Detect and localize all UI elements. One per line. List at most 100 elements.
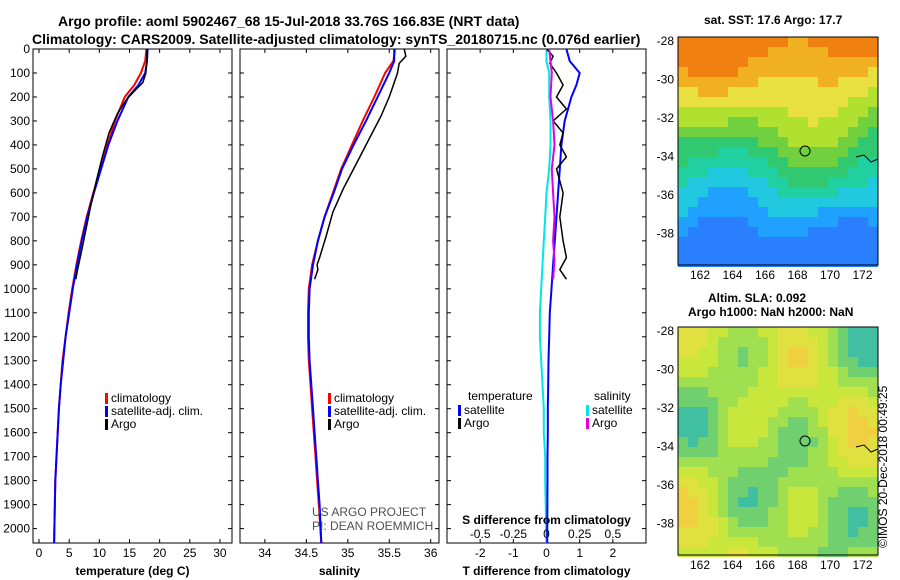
- sla-map-cell: [788, 517, 798, 527]
- sst-map-cell: [678, 97, 688, 107]
- sst-map-cell: [728, 197, 738, 207]
- sla-map-cell: [798, 377, 808, 387]
- sst-map-cell: [798, 157, 808, 167]
- sst-map-cell: [688, 177, 698, 187]
- sla-map-cell: [698, 457, 708, 467]
- sla-map-cell: [818, 517, 828, 527]
- sst-map-cell: [738, 187, 748, 197]
- sst-map-cell: [798, 187, 808, 197]
- sla-map-cell: [828, 347, 838, 357]
- sla-map-cell: [838, 507, 848, 517]
- legend-swatch-s-argo: [328, 419, 331, 430]
- sst-map-cell: [868, 177, 878, 187]
- sst-map-cell: [828, 247, 838, 257]
- sla-map-cell: [728, 457, 738, 467]
- sst-map-cell: [768, 257, 778, 267]
- sla-map-cell: [738, 497, 748, 507]
- sla-map-cell: [868, 507, 878, 517]
- legend-label-d-t-sat: satellite: [464, 403, 505, 417]
- sst-map-cell: [828, 257, 838, 267]
- sla-map-cell: [788, 487, 798, 497]
- sst-map-cell: [838, 187, 848, 197]
- sst-map-cell: [858, 117, 868, 127]
- sst-map-cell: [748, 77, 758, 87]
- sla-map-cell: [818, 427, 828, 437]
- sst-map-cell: [758, 87, 768, 97]
- sst-map-cell: [748, 117, 758, 127]
- sst-map-cell: [678, 67, 688, 77]
- sla-map-cell: [868, 387, 878, 397]
- sst-map-title: sat. SST: 17.6 Argo: 17.7: [704, 13, 843, 27]
- sst-map-cell: [678, 237, 688, 247]
- sla-map-cell: [698, 547, 708, 557]
- tdiff-argo-line: [545, 49, 568, 280]
- sst-map-cell: [678, 187, 688, 197]
- sst-map-cell: [798, 237, 808, 247]
- sst-map-cell: [678, 167, 688, 177]
- sst-map-cell: [768, 37, 778, 47]
- sla-map-cell: [818, 457, 828, 467]
- sst-map-cell: [778, 87, 788, 97]
- sst-map-cell: [858, 157, 868, 167]
- sst-map-cell: [698, 37, 708, 47]
- xtick-label-0-0: 0: [36, 546, 43, 560]
- sst-map-cell: [838, 97, 848, 107]
- sla-map-cell: [738, 447, 748, 457]
- sst-map-cell: [778, 117, 788, 127]
- sla-map-cell: [838, 487, 848, 497]
- sla-map-cell: [788, 367, 798, 377]
- sla-map-cell: [808, 407, 818, 417]
- sla-map-cell: [798, 517, 808, 527]
- sla-map-cell: [718, 387, 728, 397]
- sst-map-cell: [728, 117, 738, 127]
- sst-map-cell: [808, 177, 818, 187]
- sla-map-cell: [678, 467, 688, 477]
- sst-map-cell: [838, 197, 848, 207]
- sla-map-cell: [698, 477, 708, 487]
- legend-swatch-s-sat: [328, 406, 331, 417]
- sla-map-cell: [818, 527, 828, 537]
- sla-map-cell: [708, 507, 718, 517]
- sla-map-cell: [678, 497, 688, 507]
- sla-map-cell: [838, 357, 848, 367]
- sla-map-cell: [678, 407, 688, 417]
- sla-map-cell: [848, 367, 858, 377]
- sla-map-cell: [808, 447, 818, 457]
- sla-map-cell: [688, 447, 698, 457]
- sla-map-cell: [738, 327, 748, 337]
- sla-map-cell: [678, 487, 688, 497]
- sst-map-cell: [798, 67, 808, 77]
- sst-map-cell: [828, 227, 838, 237]
- sla-map-cell: [718, 407, 728, 417]
- sst-map-cell: [758, 37, 768, 47]
- sla-map-cell: [828, 497, 838, 507]
- sst-map-cell: [688, 167, 698, 177]
- sst-map-cell: [818, 247, 828, 257]
- sla-map-cell: [698, 487, 708, 497]
- sla-map-cell: [848, 407, 858, 417]
- ytick-label-4: 400: [10, 138, 30, 152]
- sst-map-cell: [818, 237, 828, 247]
- sla-map-cell: [838, 537, 848, 547]
- sla-map-cell: [858, 347, 868, 357]
- sst-map-cell: [848, 237, 858, 247]
- sla-map-cell: [678, 447, 688, 457]
- sla-map-cell: [858, 447, 868, 457]
- sst-map-cell: [828, 157, 838, 167]
- sla-map-cell: [788, 427, 798, 437]
- ytick-label-12: 1200: [3, 330, 30, 344]
- sla-map-cell: [788, 437, 798, 447]
- sla-map-cell: [738, 507, 748, 517]
- sst-map-cell: [788, 37, 798, 47]
- sla-map-cell: [828, 417, 838, 427]
- sst-map-cell: [738, 147, 748, 157]
- sla-map-cell: [728, 507, 738, 517]
- sla-map-cell: [688, 357, 698, 367]
- sla-map-cell: [858, 407, 868, 417]
- sla-map-cell: [798, 417, 808, 427]
- sst-map-cell: [738, 97, 748, 107]
- sst-map-cell: [778, 257, 788, 267]
- sla-map-cell: [758, 467, 768, 477]
- sst-map-cell: [788, 137, 798, 147]
- sla-map-cell: [718, 367, 728, 377]
